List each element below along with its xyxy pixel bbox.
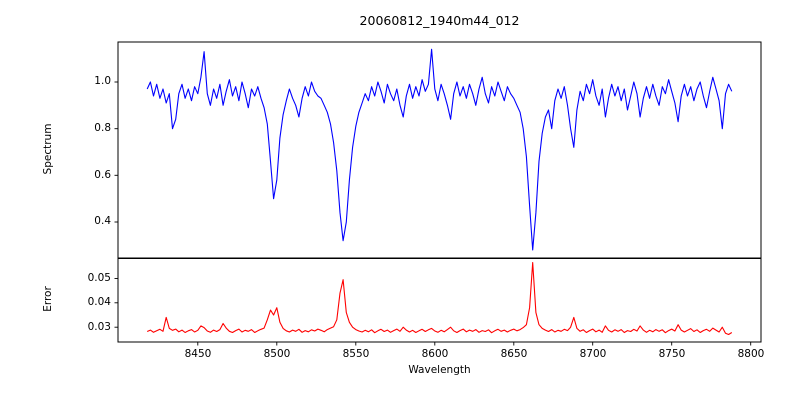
spectrum-y-tick-label: 0.4: [94, 215, 111, 227]
x-tick-label: 8750: [658, 348, 686, 360]
error-axes-box: [117, 258, 762, 343]
spectrum-y-axis-label: Spectrum: [42, 123, 54, 175]
plot-title: 20060812_1940m44_012: [359, 13, 520, 28]
spectrum-y-tick-label: 1.0: [94, 75, 111, 87]
error-y-tick-label: 0.04: [87, 296, 111, 308]
x-tick-label: 8600: [421, 348, 449, 360]
spectrum-y-tick-label: 0.8: [94, 122, 111, 134]
x-tick-label: 8800: [737, 348, 765, 360]
x-tick-label: 8500: [263, 348, 291, 360]
spectrum-y-tick-label: 0.6: [94, 169, 111, 181]
x-tick-label: 8450: [184, 348, 212, 360]
error-line: [146, 262, 733, 336]
spectrum-line: [146, 48, 733, 251]
x-tick-label: 8550: [342, 348, 370, 360]
x-axis-label: Wavelength: [408, 364, 471, 376]
error-y-axis-label: Error: [42, 286, 54, 312]
x-tick-label: 8700: [579, 348, 607, 360]
error-y-tick-label: 0.03: [87, 321, 111, 333]
spectrum-axes-box: [117, 41, 762, 259]
x-tick-label: 8650: [500, 348, 528, 360]
error-y-tick-label: 0.05: [87, 272, 111, 284]
